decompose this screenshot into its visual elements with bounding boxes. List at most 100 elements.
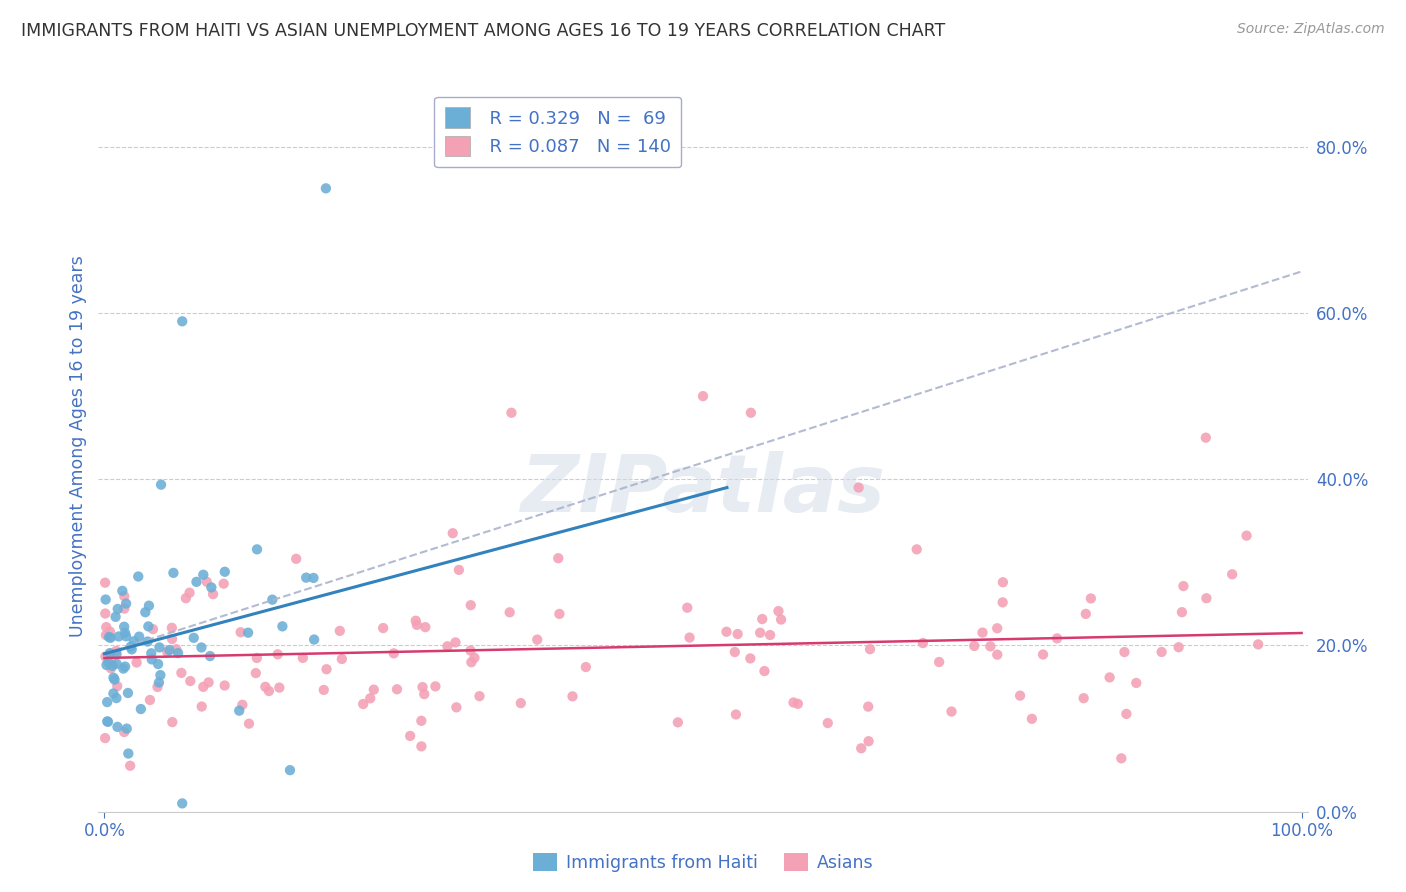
Point <box>262 592 284 607</box>
Point <box>162 715 184 730</box>
Point <box>202 587 225 601</box>
Point <box>352 697 374 711</box>
Point <box>96 620 118 634</box>
Point <box>101 657 124 672</box>
Point <box>1115 706 1137 721</box>
Point <box>1195 431 1218 445</box>
Point <box>1010 689 1032 703</box>
Point <box>148 640 170 655</box>
Point <box>100 661 122 675</box>
Point <box>399 729 422 743</box>
Point <box>105 644 128 658</box>
Point <box>257 684 280 698</box>
Point <box>363 682 385 697</box>
Point <box>94 731 117 745</box>
Point <box>768 604 790 618</box>
Point <box>138 599 160 613</box>
Point <box>96 695 118 709</box>
Point <box>96 657 118 672</box>
Point <box>94 649 117 664</box>
Point <box>547 551 569 566</box>
Point <box>1150 645 1173 659</box>
Point <box>179 585 201 599</box>
Point <box>1046 632 1069 646</box>
Point <box>436 640 458 654</box>
Point <box>1220 567 1243 582</box>
Point <box>179 674 201 689</box>
Point <box>676 600 699 615</box>
Point <box>190 699 212 714</box>
Point <box>246 542 269 557</box>
Point <box>979 640 1001 654</box>
Point <box>117 747 139 761</box>
Point <box>125 656 148 670</box>
Point <box>1073 691 1095 706</box>
Point <box>678 631 700 645</box>
Point <box>963 639 986 653</box>
Point <box>112 601 135 615</box>
Point <box>548 607 571 621</box>
Point <box>105 679 128 693</box>
Point <box>851 741 873 756</box>
Legend:   R = 0.329   N =  69,   R = 0.087   N = 140: R = 0.329 N = 69, R = 0.087 N = 140 <box>434 96 682 167</box>
Point <box>148 675 170 690</box>
Point <box>1171 605 1194 619</box>
Point <box>1021 712 1043 726</box>
Point <box>412 680 434 694</box>
Point <box>200 581 222 595</box>
Point <box>105 691 128 706</box>
Point <box>101 659 124 673</box>
Point <box>858 734 880 748</box>
Point <box>312 682 335 697</box>
Point <box>575 660 598 674</box>
Point <box>115 597 138 611</box>
Point <box>107 630 129 644</box>
Point <box>1247 637 1270 651</box>
Point <box>111 583 134 598</box>
Point <box>986 648 1008 662</box>
Point <box>329 624 352 638</box>
Point <box>786 697 808 711</box>
Point <box>228 704 250 718</box>
Point <box>146 680 169 694</box>
Point <box>146 657 169 671</box>
Point <box>138 619 160 633</box>
Point <box>727 627 749 641</box>
Point <box>134 605 156 619</box>
Y-axis label: Unemployment Among Ages 16 to 19 years: Unemployment Among Ages 16 to 19 years <box>69 255 87 637</box>
Point <box>1195 591 1218 606</box>
Point <box>112 620 135 634</box>
Text: Source: ZipAtlas.com: Source: ZipAtlas.com <box>1237 22 1385 37</box>
Point <box>107 602 129 616</box>
Point <box>128 630 150 644</box>
Point <box>446 700 468 714</box>
Point <box>186 574 208 589</box>
Point <box>928 655 950 669</box>
Point <box>172 797 194 811</box>
Point <box>972 625 994 640</box>
Point <box>1032 648 1054 662</box>
Point <box>858 699 880 714</box>
Point <box>115 629 138 643</box>
Point <box>214 565 236 579</box>
Point <box>139 693 162 707</box>
Point <box>911 636 934 650</box>
Point <box>117 686 139 700</box>
Point <box>115 722 138 736</box>
Point <box>716 624 738 639</box>
Point <box>749 625 772 640</box>
Point <box>848 481 870 495</box>
Point <box>112 662 135 676</box>
Point <box>114 626 136 640</box>
Point <box>183 631 205 645</box>
Point <box>724 645 747 659</box>
Point <box>1167 640 1189 655</box>
Point <box>193 567 215 582</box>
Point <box>98 624 121 639</box>
Point <box>98 647 121 661</box>
Point <box>1080 591 1102 606</box>
Point <box>197 675 219 690</box>
Point <box>160 632 183 646</box>
Point <box>415 620 437 634</box>
Point <box>463 650 485 665</box>
